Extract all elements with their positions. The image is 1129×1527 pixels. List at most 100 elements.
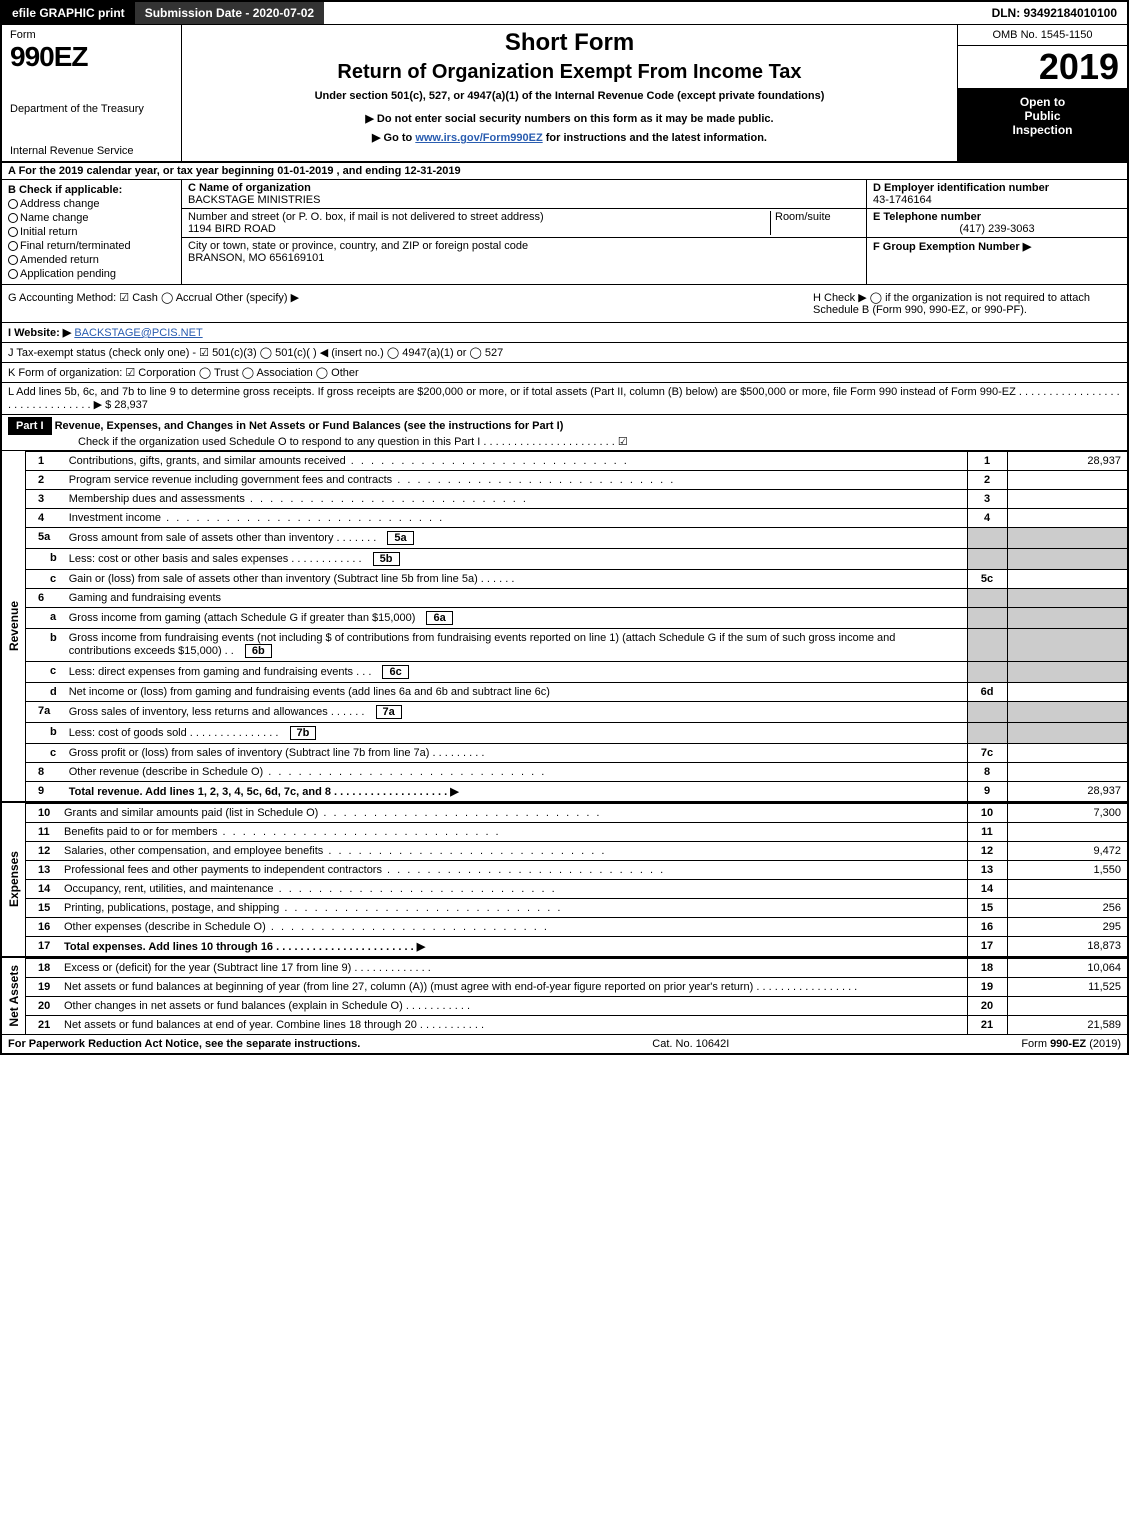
ein-value: 43-1746164 [873,194,1121,206]
line-16: 16Other expenses (describe in Schedule O… [26,918,1127,937]
city-label: City or town, state or province, country… [188,240,860,252]
dept-irs: Internal Revenue Service [10,145,173,157]
inspect-2: Public [964,109,1121,123]
under-section: Under section 501(c), 527, or 4947(a)(1)… [190,90,949,102]
group-exemption-block: F Group Exemption Number ▶ [867,238,1127,255]
expenses-section: Expenses 10Grants and similar amounts pa… [2,801,1127,956]
part-i-header: Part I Revenue, Expenses, and Changes in… [2,415,1127,451]
chk-amended-return[interactable]: Amended return [8,254,175,266]
line-7c: cGross profit or (loss) from sales of in… [26,744,1127,763]
header-left: Form 990EZ Department of the Treasury In… [2,25,182,161]
col-def: D Employer identification number 43-1746… [867,180,1127,284]
accounting-method: G Accounting Method: ☑ Cash ◯ Accrual Ot… [2,285,807,322]
line-20: 20Other changes in net assets or fund ba… [26,997,1127,1016]
public-inspection: Open to Public Inspection [958,89,1127,161]
ein-block: D Employer identification number 43-1746… [867,180,1127,209]
line-5b: bLess: cost or other basis and sales exp… [26,549,1127,570]
ssn-note: ▶ Do not enter social security numbers o… [190,112,949,125]
expenses-side-label: Expenses [2,803,26,956]
phone-label: E Telephone number [873,211,1121,223]
addr-label: Number and street (or P. O. box, if mail… [188,211,770,223]
efile-print-button[interactable]: efile GRAPHIC print [2,2,135,24]
line-6d: dNet income or (loss) from gaming and fu… [26,683,1127,702]
org-city-block: City or town, state or province, country… [182,238,866,266]
line-17: 17Total expenses. Add lines 10 through 1… [26,937,1127,957]
goto-note: ▶ Go to www.irs.gov/Form990EZ for instru… [190,131,949,144]
col-c-org: C Name of organization BACKSTAGE MINISTR… [182,180,867,284]
row-k-org-form: K Form of organization: ☑ Corporation ◯ … [2,363,1127,383]
line-15: 15Printing, publications, postage, and s… [26,899,1127,918]
irs-link[interactable]: www.irs.gov/Form990EZ [415,132,542,144]
phone-value: (417) 239-3063 [873,223,1121,235]
row-l-gross-receipts: L Add lines 5b, 6c, and 7b to line 9 to … [2,383,1127,415]
org-name: BACKSTAGE MINISTRIES [188,194,860,206]
room-suite-label: Room/suite [770,211,860,235]
line-13: 13Professional fees and other payments t… [26,861,1127,880]
submission-date: Submission Date - 2020-07-02 [135,2,324,24]
addr-value: 1194 BIRD ROAD [188,223,770,235]
dln-label: DLN: 93492184010100 [982,2,1127,24]
line-2: 2Program service revenue including gover… [26,471,1127,490]
omb-number: OMB No. 1545-1150 [958,25,1127,46]
ein-label: D Employer identification number [873,182,1121,194]
phone-block: E Telephone number (417) 239-3063 [867,209,1127,238]
topbar: efile GRAPHIC print Submission Date - 20… [2,2,1127,25]
revenue-section: Revenue 1Contributions, gifts, grants, a… [2,451,1127,801]
city-value: BRANSON, MO 656169101 [188,252,860,264]
schedule-b-check: H Check ▶ ◯ if the organization is not r… [807,285,1127,322]
block-bcdef: B Check if applicable: Address change Na… [2,180,1127,285]
org-name-block: C Name of organization BACKSTAGE MINISTR… [182,180,866,209]
chk-application-pending[interactable]: Application pending [8,268,175,280]
line-6: 6Gaming and fundraising events [26,589,1127,608]
chk-name-change[interactable]: Name change [8,212,175,224]
line-4: 4Investment income4 [26,509,1127,528]
row-i-website: I Website: ▶ BACKSTAGE@PCIS.NET [2,323,1127,343]
return-title: Return of Organization Exempt From Incom… [190,61,949,84]
line-5c: cGain or (loss) from sale of assets othe… [26,570,1127,589]
part-i-title: Revenue, Expenses, and Changes in Net As… [55,420,564,432]
header-right: OMB No. 1545-1150 2019 Open to Public In… [957,25,1127,161]
row-g-h: G Accounting Method: ☑ Cash ◯ Accrual Ot… [2,285,1127,323]
line-19: 19Net assets or fund balances at beginni… [26,978,1127,997]
line-8: 8Other revenue (describe in Schedule O)8 [26,763,1127,782]
part-i-label: Part I [8,417,52,435]
line-6c: cLess: direct expenses from gaming and f… [26,662,1127,683]
row-a-tax-year: A For the 2019 calendar year, or tax yea… [2,163,1127,180]
header-center: Short Form Return of Organization Exempt… [182,25,957,161]
netassets-section: Net Assets 18Excess or (deficit) for the… [2,956,1127,1034]
form-page: efile GRAPHIC print Submission Date - 20… [0,0,1129,1055]
line-10: 10Grants and similar amounts paid (list … [26,804,1127,823]
org-addr-block: Number and street (or P. O. box, if mail… [182,209,866,238]
line-6b: bGross income from fundraising events (n… [26,629,1127,662]
line-18: 18Excess or (deficit) for the year (Subt… [26,959,1127,978]
col-b-title: B Check if applicable: [8,184,175,196]
line-12: 12Salaries, other compensation, and empl… [26,842,1127,861]
netassets-side-label: Net Assets [2,958,26,1034]
line-9: 9Total revenue. Add lines 1, 2, 3, 4, 5c… [26,782,1127,802]
part-i-check: Check if the organization used Schedule … [8,436,628,448]
short-form-title: Short Form [190,29,949,57]
revenue-side-label: Revenue [2,451,26,801]
page-footer: For Paperwork Reduction Act Notice, see … [2,1034,1127,1053]
chk-address-change[interactable]: Address change [8,198,175,210]
revenue-table: 1Contributions, gifts, grants, and simil… [26,451,1127,801]
website-link[interactable]: BACKSTAGE@PCIS.NET [74,327,202,339]
form-header: Form 990EZ Department of the Treasury In… [2,25,1127,163]
line-7a: 7aGross sales of inventory, less returns… [26,702,1127,723]
line-11: 11Benefits paid to or for members11 [26,823,1127,842]
inspect-1: Open to [964,95,1121,109]
line-21: 21Net assets or fund balances at end of … [26,1016,1127,1035]
group-exemption-label: F Group Exemption Number ▶ [873,241,1031,253]
form-number: 990EZ [10,41,173,73]
netassets-table: 18Excess or (deficit) for the year (Subt… [26,958,1127,1034]
chk-final-return[interactable]: Final return/terminated [8,240,175,252]
dept-treasury: Department of the Treasury [10,103,173,115]
line-5a: 5aGross amount from sale of assets other… [26,528,1127,549]
org-name-label: C Name of organization [188,182,860,194]
chk-initial-return[interactable]: Initial return [8,226,175,238]
line-14: 14Occupancy, rent, utilities, and mainte… [26,880,1127,899]
footer-left: For Paperwork Reduction Act Notice, see … [8,1038,360,1050]
topbar-spacer [324,2,981,24]
line-6a: aGross income from gaming (attach Schedu… [26,608,1127,629]
expenses-table: 10Grants and similar amounts paid (list … [26,803,1127,956]
